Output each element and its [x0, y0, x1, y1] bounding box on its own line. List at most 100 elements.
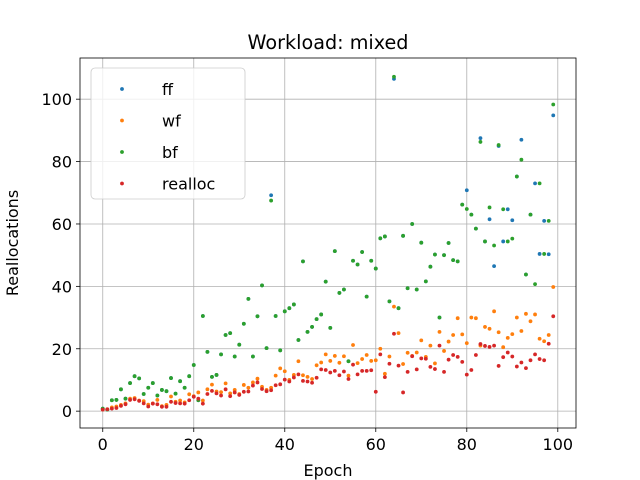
data-point	[419, 356, 424, 361]
data-point	[501, 355, 506, 360]
data-point	[273, 314, 278, 318]
data-point	[533, 282, 537, 287]
data-point	[251, 383, 255, 388]
data-point	[169, 399, 173, 404]
data-point	[460, 332, 465, 337]
y-axis-label: Reallocations	[3, 190, 22, 296]
data-point	[455, 259, 460, 264]
data-point	[442, 369, 446, 374]
data-point	[301, 259, 305, 264]
x-axis-label: Epoch	[304, 461, 353, 480]
data-point	[528, 358, 533, 363]
data-point	[382, 234, 387, 239]
y-tick-label: 80	[52, 153, 72, 172]
data-point	[414, 367, 419, 372]
data-point	[305, 379, 310, 384]
data-point	[460, 359, 465, 364]
data-point	[296, 359, 301, 364]
data-point	[505, 207, 510, 212]
data-point	[382, 375, 387, 380]
data-point	[164, 389, 169, 394]
data-point	[282, 369, 287, 374]
data-point	[519, 137, 524, 142]
data-point	[378, 352, 383, 357]
data-point	[319, 312, 324, 317]
data-point	[519, 157, 524, 162]
data-point	[524, 311, 528, 316]
data-point	[510, 354, 515, 359]
data-point	[451, 258, 456, 263]
data-point	[392, 331, 396, 336]
data-point	[278, 348, 283, 353]
data-point	[369, 359, 374, 363]
data-point	[237, 393, 242, 397]
data-point	[109, 406, 114, 411]
data-point	[132, 397, 137, 402]
data-point	[342, 369, 346, 374]
data-point	[378, 236, 383, 241]
data-point	[191, 394, 196, 399]
data-point	[205, 387, 210, 392]
legend-marker	[120, 87, 124, 91]
data-point	[428, 264, 433, 269]
x-tick-label: 80	[457, 435, 477, 454]
data-point	[346, 373, 351, 378]
data-point	[128, 398, 132, 402]
data-point	[269, 193, 274, 198]
data-point	[351, 343, 355, 347]
data-point	[196, 396, 201, 401]
data-point	[496, 330, 501, 335]
data-point	[205, 349, 210, 354]
data-point	[510, 236, 515, 241]
data-point	[141, 392, 146, 396]
data-point	[255, 314, 260, 319]
data-point	[496, 364, 501, 368]
data-point	[232, 354, 237, 359]
legend-label: wf	[162, 112, 181, 131]
data-point	[291, 375, 296, 380]
data-point	[228, 391, 233, 396]
data-point	[255, 380, 260, 385]
data-point	[196, 390, 201, 395]
data-point	[264, 389, 269, 394]
data-point	[232, 390, 237, 395]
data-point	[410, 354, 415, 359]
data-point	[419, 240, 424, 245]
data-point	[328, 359, 333, 363]
data-point	[273, 383, 278, 388]
data-point	[478, 342, 483, 346]
data-point	[387, 354, 392, 359]
data-point	[373, 358, 378, 363]
data-point	[132, 374, 137, 379]
data-point	[337, 291, 342, 295]
data-point	[273, 373, 278, 378]
data-point	[369, 368, 374, 373]
data-point	[241, 389, 246, 394]
data-point	[137, 376, 142, 381]
data-point	[301, 378, 305, 383]
data-point	[360, 357, 365, 361]
data-point	[314, 363, 319, 368]
legend-box	[90, 67, 246, 200]
series-bf	[100, 74, 556, 412]
data-point	[501, 207, 506, 212]
data-point	[469, 212, 474, 217]
data-point	[191, 363, 196, 367]
data-point	[305, 330, 310, 334]
data-point	[551, 285, 556, 289]
data-point	[360, 369, 365, 373]
x-tick-label: 0	[98, 435, 108, 454]
data-point	[146, 404, 151, 409]
data-point	[214, 391, 219, 396]
data-point	[546, 341, 551, 346]
data-point	[396, 331, 401, 336]
data-point	[369, 258, 374, 263]
data-point	[483, 325, 487, 329]
data-point	[537, 336, 542, 341]
data-point	[210, 388, 214, 393]
data-point	[396, 363, 401, 368]
data-point	[446, 241, 451, 245]
data-point	[387, 299, 392, 304]
data-point	[528, 319, 533, 324]
data-point	[187, 398, 192, 403]
